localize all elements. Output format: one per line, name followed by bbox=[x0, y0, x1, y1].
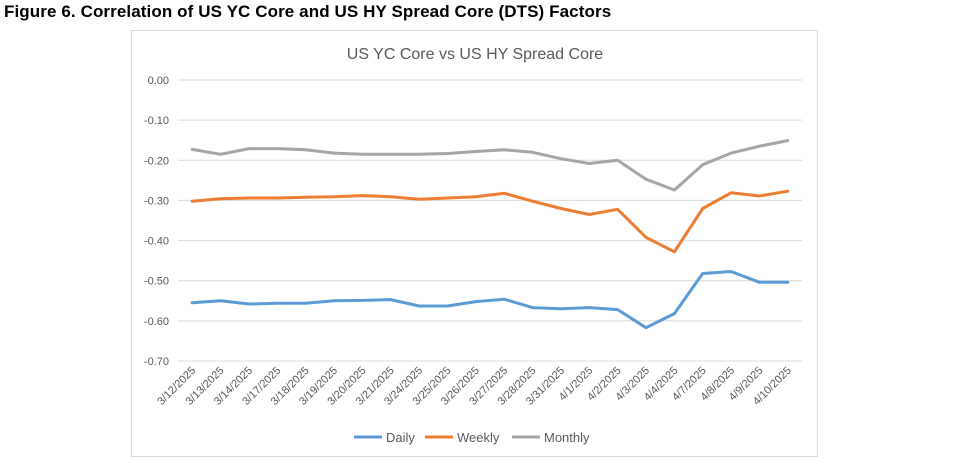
gridlines bbox=[178, 79, 802, 362]
y-tick-label: -0.10 bbox=[144, 115, 169, 127]
figure-title: Figure 6. Correlation of US YC Core and … bbox=[4, 2, 612, 21]
legend-label-weekly: Weekly bbox=[457, 430, 500, 445]
legend-label-monthly: Monthly bbox=[544, 430, 590, 445]
y-axis-ticks: 0.00 -0.10 -0.20 -0.30 -0.40 -0.50 -0.60 -0.70 bbox=[144, 75, 169, 368]
series-line-weekly bbox=[190, 189, 790, 254]
x-axis-ticks: 3/12/20253/13/20253/14/20253/17/20253/18… bbox=[155, 365, 794, 408]
y-tick-label: -0.30 bbox=[144, 195, 169, 207]
y-tick-label: -0.70 bbox=[144, 356, 169, 368]
series-lines bbox=[190, 139, 790, 330]
legend-label-daily: Daily bbox=[386, 430, 415, 445]
series-line-daily bbox=[190, 270, 790, 330]
chart-title: US YC Core vs US HY Spread Core bbox=[347, 46, 604, 63]
y-tick-label: -0.20 bbox=[144, 155, 169, 167]
y-tick-label: -0.40 bbox=[144, 236, 169, 248]
y-tick-label: 0.00 bbox=[148, 75, 169, 87]
y-tick-label: -0.50 bbox=[144, 276, 169, 288]
line-chart: US YC Core vs US HY Spread Core 0.00 -0.1… bbox=[144, 46, 802, 445]
series-line-monthly bbox=[190, 139, 790, 192]
y-tick-label: -0.60 bbox=[144, 316, 169, 328]
chart-frame: US YC Core vs US HY Spread Core 0.00 -0.1… bbox=[131, 30, 818, 457]
legend: Daily Weekly Monthly bbox=[354, 430, 590, 445]
